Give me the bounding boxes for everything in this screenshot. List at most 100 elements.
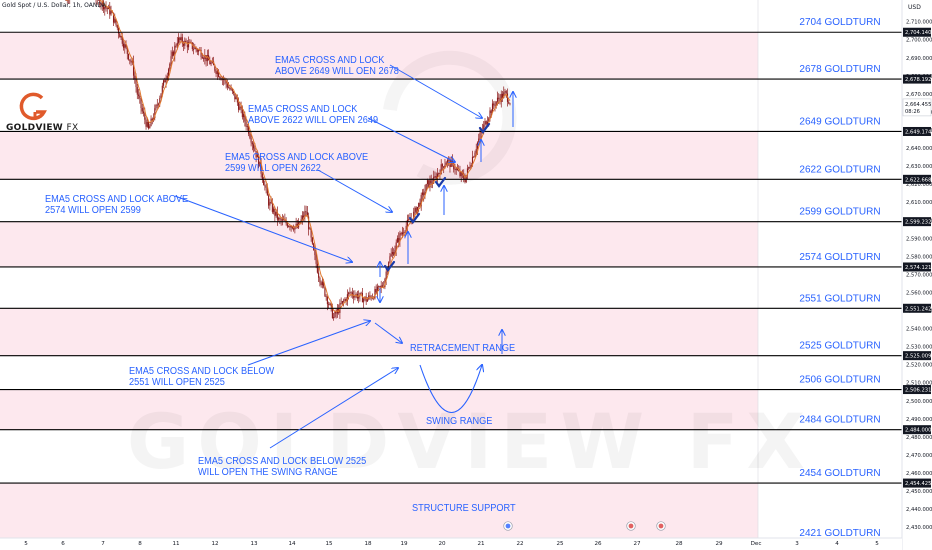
candle-body — [491, 103, 494, 113]
level-price-label: 2,506.231 — [905, 388, 931, 394]
candle-body — [474, 152, 476, 157]
candle-body — [299, 221, 301, 223]
candle-body — [245, 121, 247, 127]
price-axis-bg — [902, 0, 932, 550]
candle-body — [142, 111, 145, 114]
candle-body — [290, 226, 292, 228]
level-price-badge — [903, 74, 931, 84]
candle-body — [438, 173, 440, 174]
candle-body — [326, 297, 328, 305]
candle-body — [141, 107, 143, 112]
candle-body — [403, 232, 405, 234]
candle-body — [112, 12, 115, 23]
candle-body — [137, 94, 140, 96]
candle-body — [259, 161, 261, 167]
candle-body — [275, 211, 277, 216]
candle-body — [450, 159, 452, 167]
candle-body — [374, 289, 376, 299]
candle-body — [401, 232, 403, 235]
candle-body — [405, 225, 407, 232]
candle-body — [131, 61, 133, 63]
level-price-label: 2,622.668 — [905, 177, 931, 183]
candle-body — [448, 159, 450, 161]
candle-body — [194, 47, 196, 49]
candle-body — [215, 70, 217, 75]
candle-body — [496, 97, 499, 102]
annotation-arrow — [247, 321, 370, 366]
candle-body — [102, 1, 105, 10]
time-tick-label: 20 — [438, 541, 446, 547]
price-tick-label: 2,470.000 — [906, 453, 932, 459]
candle-body — [205, 55, 207, 62]
candle-body — [480, 131, 482, 134]
candle-body — [406, 219, 408, 226]
candle-body — [239, 106, 241, 110]
candle-body — [343, 300, 345, 302]
candle-body — [353, 295, 355, 298]
event-icon-inner — [658, 523, 664, 529]
candle-body — [435, 176, 437, 180]
candle-body — [134, 75, 136, 80]
candle-body — [132, 61, 135, 76]
candle-body — [471, 156, 474, 166]
swing-curve-arrow — [419, 365, 482, 413]
goldturn-label: 2525 GOLDTURN — [799, 341, 880, 352]
goldturn-label: 2599 GOLDTURN — [799, 207, 880, 218]
candle-body — [209, 60, 211, 65]
price-tick-label: 2,490.000 — [906, 417, 932, 423]
price-tick-label: 2,640.000 — [906, 146, 932, 152]
candle-body — [358, 296, 360, 299]
candle-body — [441, 164, 444, 167]
candle-body — [335, 311, 337, 314]
level-price-badge — [903, 303, 931, 313]
countdown-label: 08:26 — [905, 109, 920, 115]
candle-body — [444, 164, 446, 168]
currency-label: USD — [908, 4, 921, 11]
candle-body — [486, 121, 489, 125]
candle-body — [219, 76, 221, 79]
candle-body — [105, 6, 107, 8]
candle-body — [190, 41, 192, 43]
candle-body — [466, 168, 469, 176]
candle-body — [419, 202, 421, 207]
candle-body — [115, 18, 117, 25]
candle-body — [319, 277, 321, 283]
candle-body — [119, 33, 121, 38]
candle-body — [499, 99, 501, 102]
level-price-label: 2,599.232 — [905, 220, 931, 226]
price-tick-label: 2,620.000 — [906, 182, 932, 188]
candle-body — [171, 51, 173, 57]
candle-body — [121, 36, 123, 44]
candle-body — [149, 126, 151, 129]
candle-body — [443, 166, 445, 168]
candle-body — [331, 306, 333, 319]
candle-body — [156, 104, 158, 106]
candle-body — [508, 101, 510, 104]
candle-body — [445, 162, 447, 165]
candle-body — [314, 250, 316, 256]
annotation-ema5-above-2599: EMA5 CROSS AND LOCK ABOVE 2599 WILL OPEN… — [225, 152, 369, 174]
candle-body — [479, 133, 481, 139]
candle-body — [485, 121, 487, 125]
time-tick-label: 5 — [875, 541, 879, 547]
candle-body — [158, 103, 160, 105]
candle-body — [360, 292, 362, 294]
candle-body — [320, 282, 322, 286]
candle-body — [281, 219, 283, 221]
candle-body — [231, 88, 233, 92]
candle-body — [183, 43, 185, 46]
candle-body — [139, 95, 141, 99]
level-price-label: 2,678.192 — [905, 77, 931, 83]
candle-body — [203, 58, 205, 60]
candle-body — [126, 47, 128, 54]
candle-body — [421, 192, 424, 195]
candle-body — [424, 190, 426, 196]
candle-body — [261, 173, 263, 180]
candle-body — [394, 249, 396, 256]
candle-body — [283, 219, 285, 221]
candle-body — [420, 194, 422, 207]
time-tick-label: 26 — [594, 541, 602, 547]
candle-body — [395, 242, 397, 250]
